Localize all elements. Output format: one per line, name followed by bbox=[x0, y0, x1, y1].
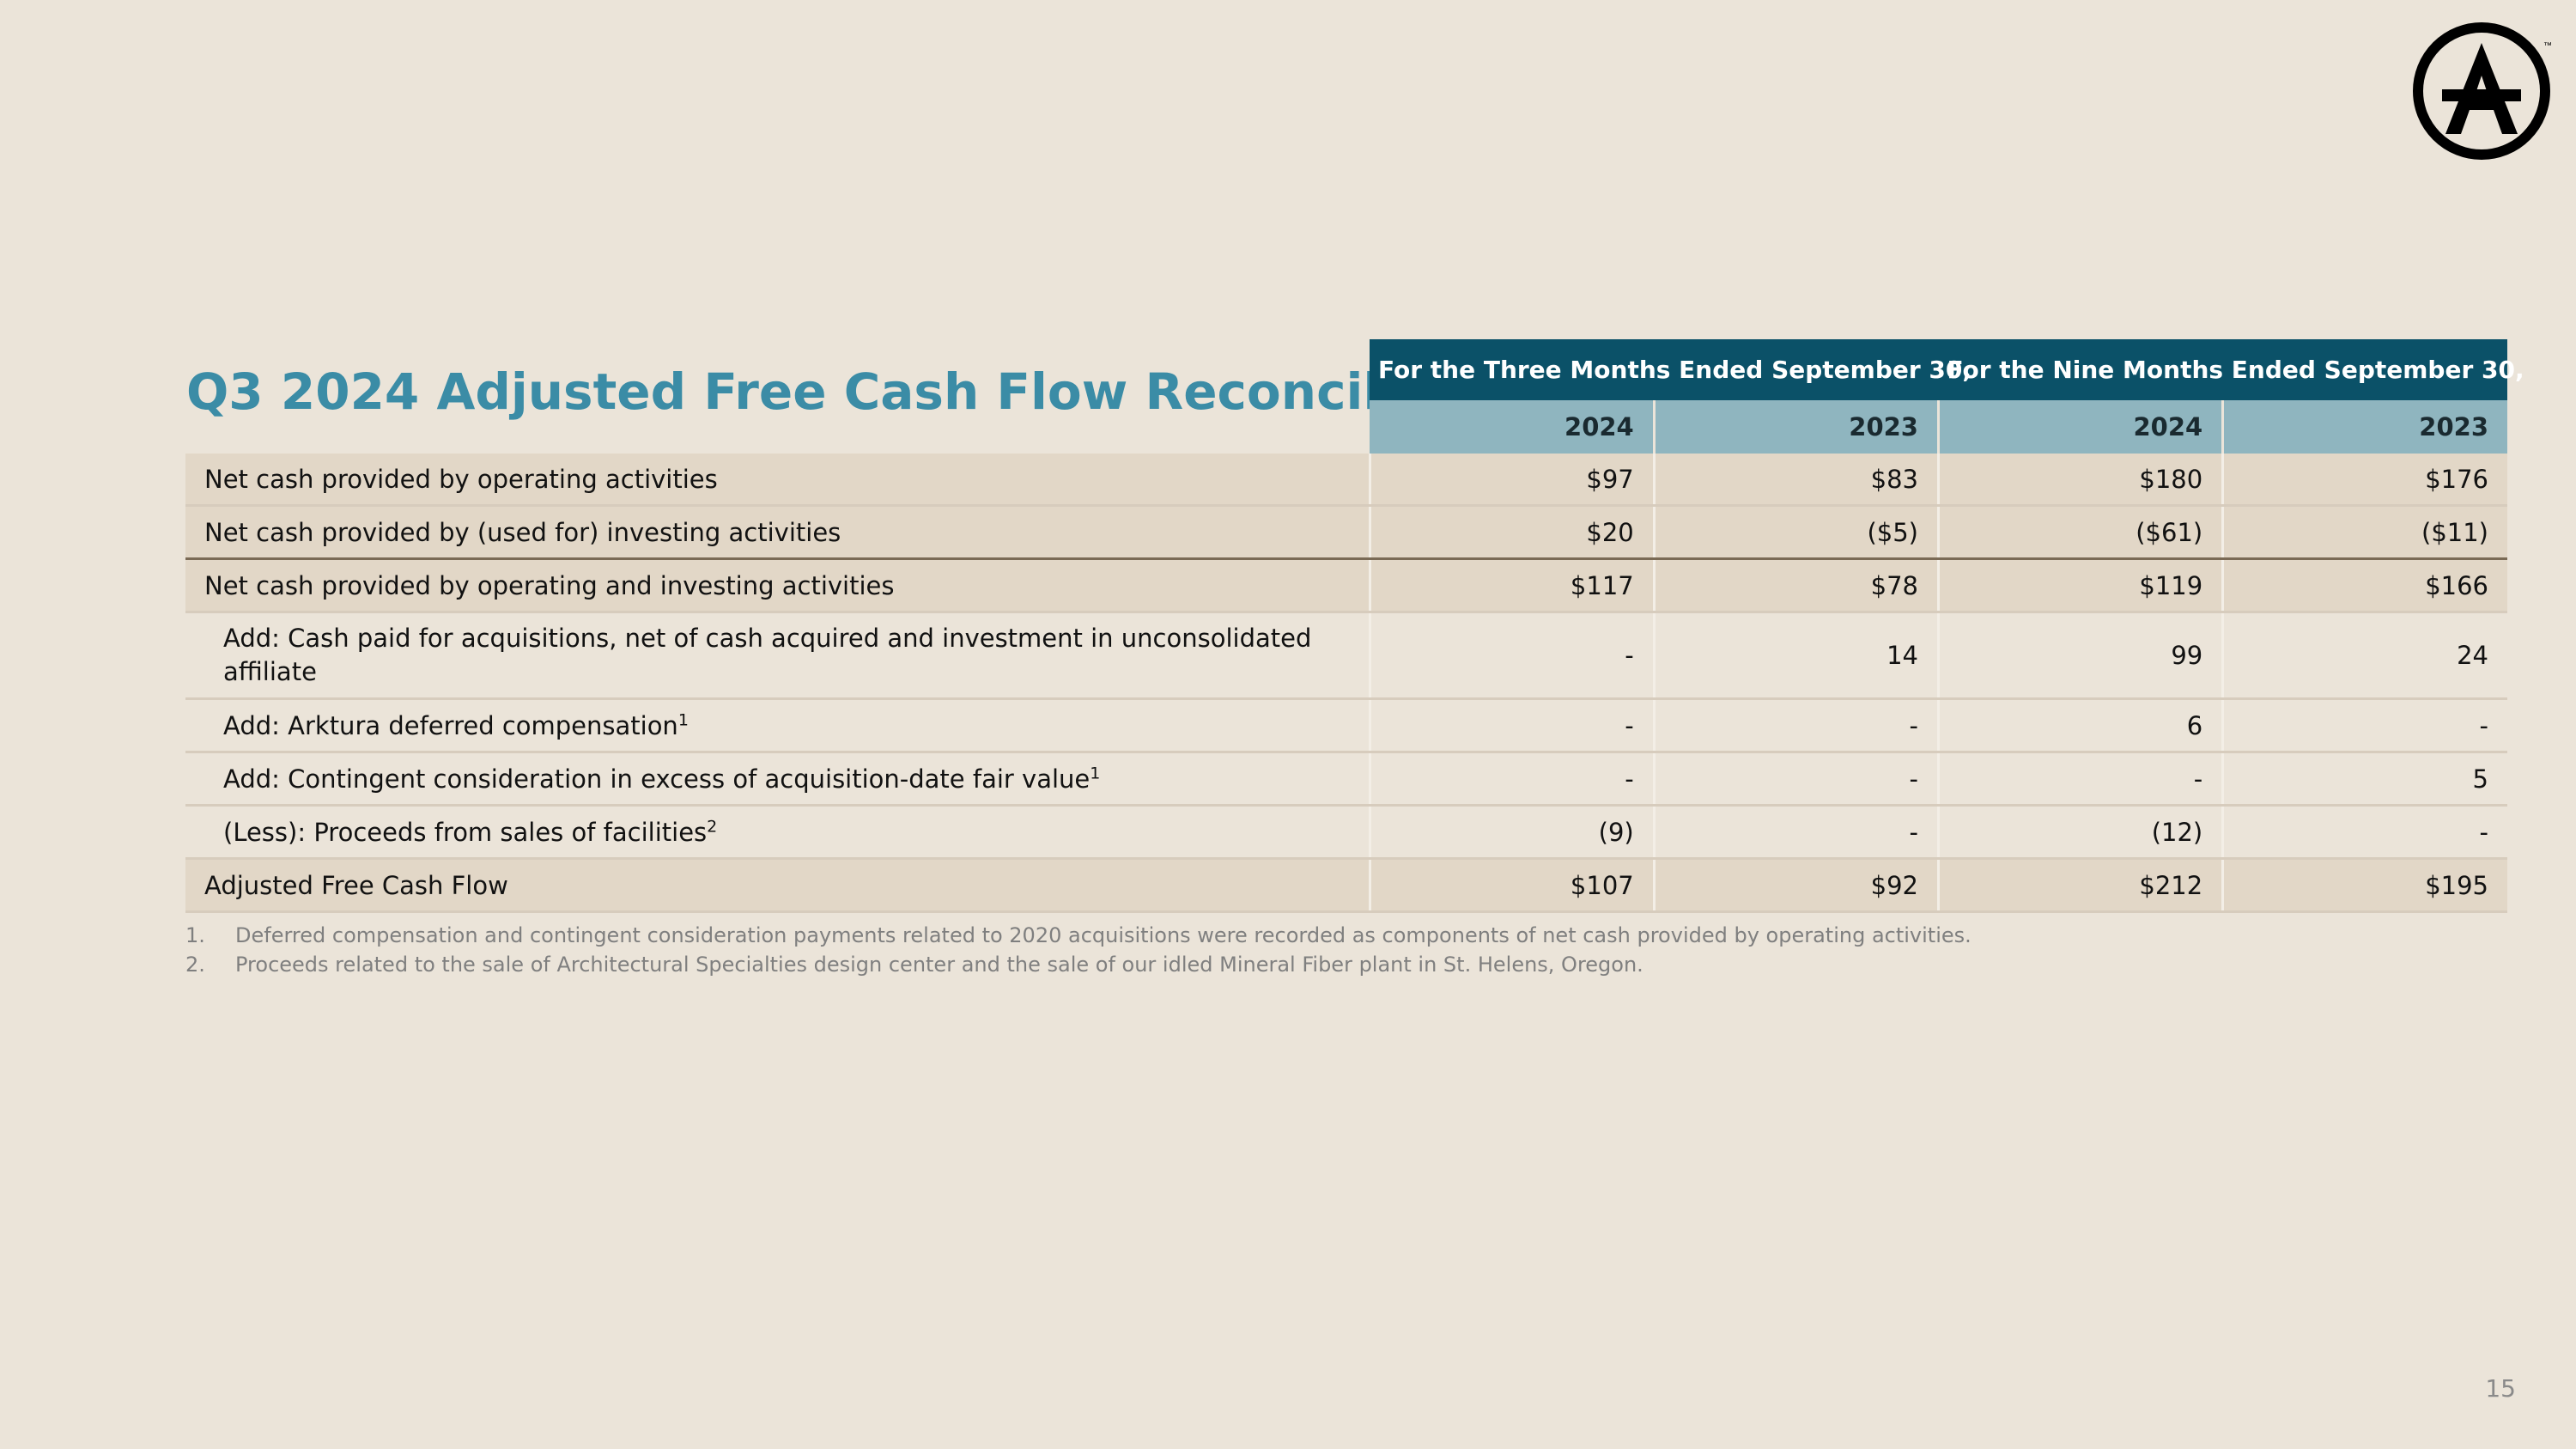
year-header: 2024 bbox=[1370, 400, 1655, 454]
table-row-total: Adjusted Free Cash Flow $107 $92 $212 $1… bbox=[185, 858, 2507, 913]
group-header-row: For the Three Months Ended September 30,… bbox=[185, 339, 2524, 400]
cell-value: $83 bbox=[1652, 454, 1939, 507]
three-months-header: For the Three Months Ended September 30, bbox=[1370, 339, 1971, 400]
cell-value: $117 bbox=[1368, 558, 1655, 613]
cell-value: $176 bbox=[2221, 454, 2507, 507]
cell-value: $195 bbox=[2221, 858, 2507, 913]
cell-value: $119 bbox=[1936, 558, 2223, 613]
cell-value: - bbox=[1936, 752, 2223, 807]
nine-months-header: For the Nine Months Ended September 30, bbox=[1938, 339, 2524, 400]
table-row: Add: Arktura deferred compensation1 - - … bbox=[185, 698, 2507, 753]
cell-value: - bbox=[2221, 698, 2507, 753]
cell-value: - bbox=[1368, 698, 1655, 753]
cell-value: - bbox=[1652, 805, 1939, 860]
footnote-text: Proceeds related to the sale of Architec… bbox=[235, 953, 1643, 977]
table-row: Add: Cash paid for acquisitions, net of … bbox=[185, 612, 2507, 700]
row-label: Net cash provided by operating and inves… bbox=[185, 558, 1370, 613]
footnote-number: 2. bbox=[185, 953, 205, 977]
year-header: 2024 bbox=[1936, 400, 2223, 454]
cell-value: - bbox=[1652, 698, 1939, 753]
cell-value: ($11) bbox=[2221, 505, 2507, 560]
row-label: Net cash provided by (used for) investin… bbox=[185, 505, 1370, 560]
footnote-text: Deferred compensation and contingent con… bbox=[235, 923, 1971, 947]
cell-value: 99 bbox=[1936, 612, 2223, 700]
cell-value: - bbox=[2221, 805, 2507, 860]
cell-value: 5 bbox=[2221, 752, 2507, 807]
cell-value: (9) bbox=[1368, 805, 1655, 860]
table-row: (Less): Proceeds from sales of facilitie… bbox=[185, 805, 2507, 860]
footnotes: 1. Deferred compensation and contingent … bbox=[185, 921, 2332, 979]
footnote: 2. Proceeds related to the sale of Archi… bbox=[185, 950, 2332, 979]
row-label: Net cash provided by operating activitie… bbox=[185, 454, 1370, 507]
cell-value: 6 bbox=[1936, 698, 2223, 753]
cell-value: - bbox=[1368, 612, 1655, 700]
trademark-mark: ™ bbox=[2543, 41, 2552, 51]
cell-value: 14 bbox=[1652, 612, 1939, 700]
cash-flow-table: For the Three Months Ended September 30,… bbox=[185, 339, 2524, 913]
cell-value: (12) bbox=[1936, 805, 2223, 860]
row-label: (Less): Proceeds from sales of facilitie… bbox=[185, 805, 1370, 860]
cell-value: ($5) bbox=[1652, 505, 1939, 560]
footnote-number: 1. bbox=[185, 923, 205, 947]
cell-value: $166 bbox=[2221, 558, 2507, 613]
cell-value: $78 bbox=[1652, 558, 1939, 613]
cell-value: $107 bbox=[1368, 858, 1655, 913]
table-row: Add: Contingent consideration in excess … bbox=[185, 752, 2507, 807]
year-header-row: 2024 2023 2024 2023 bbox=[185, 400, 2507, 454]
year-header: 2023 bbox=[1652, 400, 1939, 454]
cell-value: 24 bbox=[2221, 612, 2507, 700]
cell-value: $92 bbox=[1652, 858, 1939, 913]
page-number: 15 bbox=[2485, 1374, 2516, 1403]
cell-value: - bbox=[1368, 752, 1655, 807]
table-row: Net cash provided by (used for) investin… bbox=[185, 505, 2507, 560]
cell-value: ($61) bbox=[1936, 505, 2223, 560]
table-row: Net cash provided by operating and inves… bbox=[185, 558, 2507, 613]
page-title: Q3 2024 Adjusted Free Cash Flow Reconcil… bbox=[186, 362, 1541, 421]
row-label: Add: Arktura deferred compensation1 bbox=[185, 698, 1370, 753]
footnote: 1. Deferred compensation and contingent … bbox=[185, 921, 2332, 950]
cell-value: $97 bbox=[1368, 454, 1655, 507]
row-label: Add: Cash paid for acquisitions, net of … bbox=[185, 612, 1370, 700]
armstrong-a-logo-icon bbox=[2413, 22, 2550, 160]
cell-value: $180 bbox=[1936, 454, 2223, 507]
year-header: 2023 bbox=[2221, 400, 2507, 454]
row-label: Adjusted Free Cash Flow bbox=[185, 858, 1370, 913]
row-label: Add: Contingent consideration in excess … bbox=[185, 752, 1370, 807]
cell-value: - bbox=[1652, 752, 1939, 807]
cell-value: $212 bbox=[1936, 858, 2223, 913]
table-row: Net cash provided by operating activitie… bbox=[185, 454, 2507, 507]
cell-value: $20 bbox=[1368, 505, 1655, 560]
